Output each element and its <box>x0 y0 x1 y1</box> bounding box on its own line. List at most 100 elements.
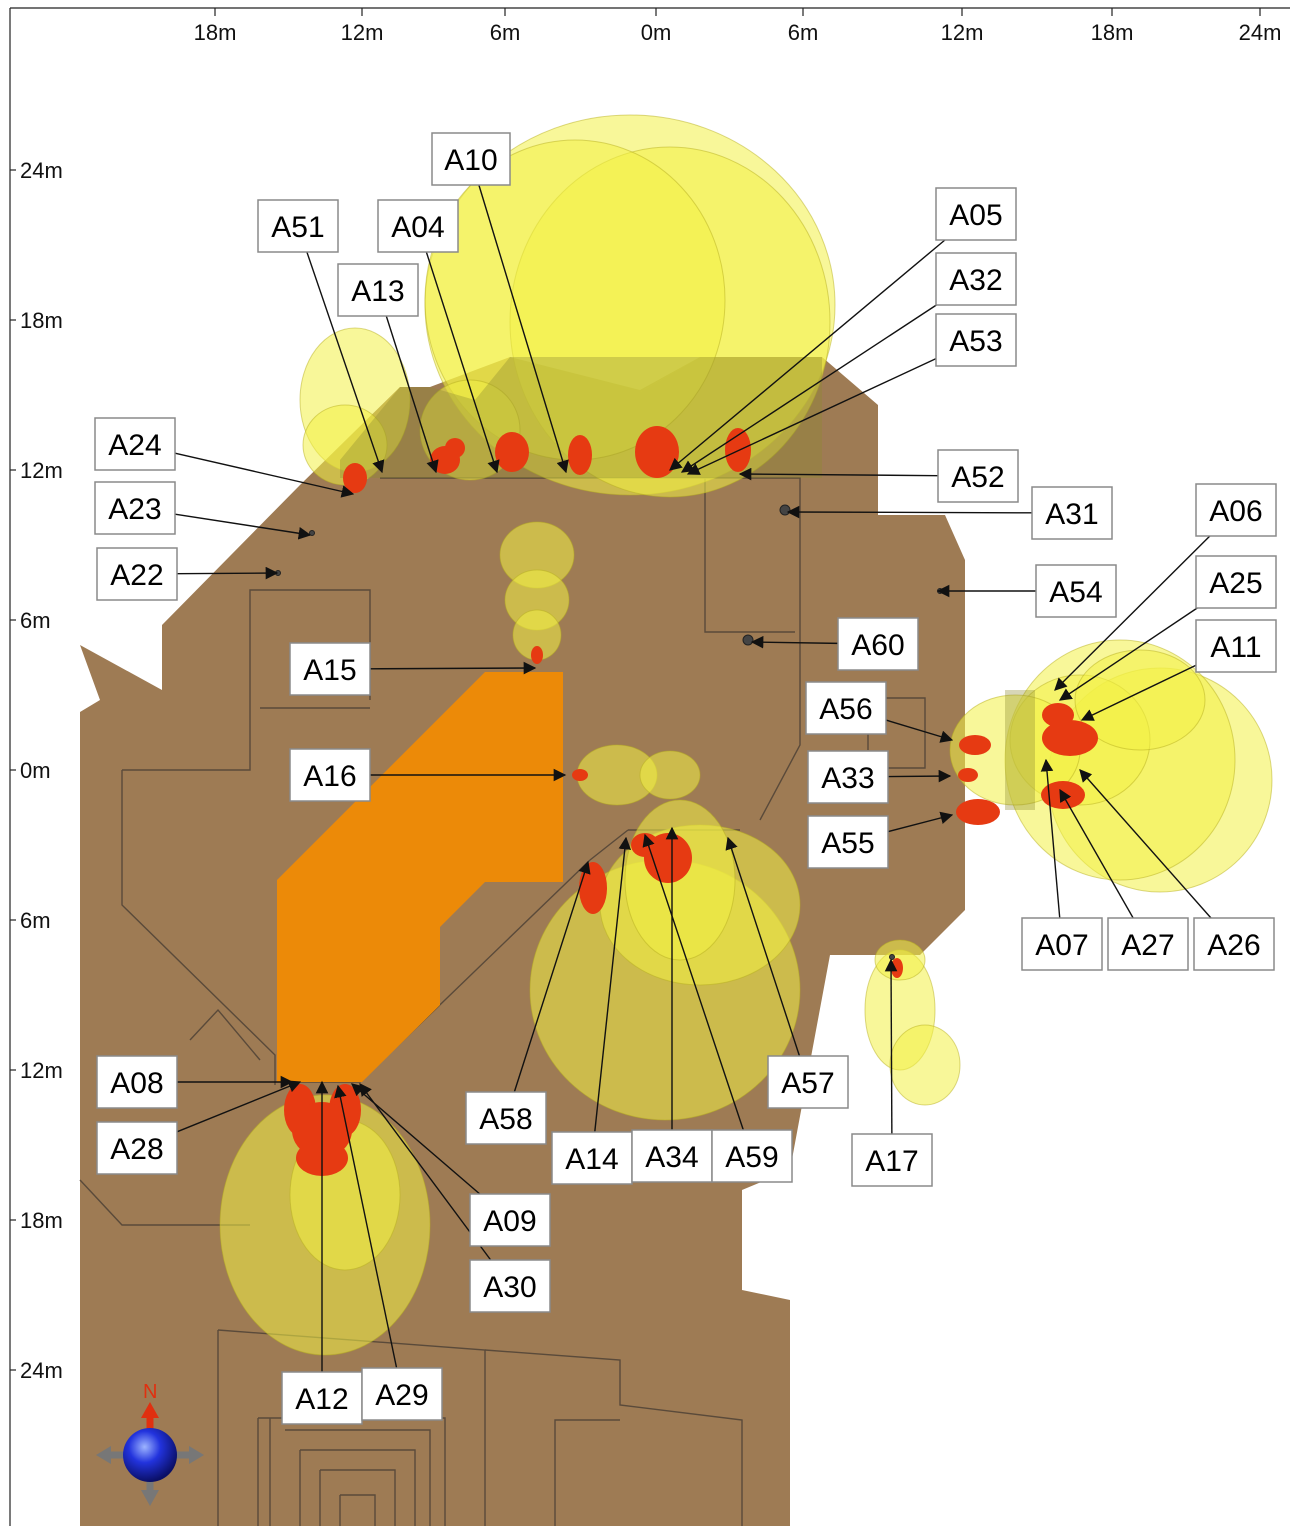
top-axis-tick-label: 12m <box>941 20 984 45</box>
label-text: A57 <box>781 1067 834 1100</box>
label-text: A09 <box>483 1205 536 1238</box>
label-a14: A14 <box>552 1132 632 1184</box>
label-text: A28 <box>110 1133 163 1166</box>
left-axis-tick-label: 6m <box>20 908 51 933</box>
left-axis-tick: 24m <box>10 158 63 183</box>
top-axis-tick-label: 24m <box>1239 20 1282 45</box>
label-a34: A34 <box>632 1130 712 1182</box>
label-text: A60 <box>851 629 904 662</box>
left-axis-tick: 0m <box>10 758 51 783</box>
left-axis-tick-label: 0m <box>20 758 51 783</box>
label-text: A33 <box>821 762 874 795</box>
left-axis-tick-label: 6m <box>20 608 51 633</box>
label-a59: A59 <box>712 1130 792 1182</box>
label-a05: A05 <box>936 188 1016 240</box>
left-axis-tick-label: 24m <box>20 1358 63 1383</box>
label-text: A14 <box>565 1143 618 1176</box>
label-text: A11 <box>1210 631 1261 664</box>
label-a57: A57 <box>768 1056 848 1108</box>
label-text: A22 <box>110 559 163 592</box>
top-axis-tick: 0m <box>641 8 672 45</box>
left-axis-tick: 6m <box>10 608 51 633</box>
label-a12: A12 <box>282 1372 362 1424</box>
label-text: A27 <box>1121 929 1174 962</box>
label-a24: A24 <box>95 418 175 470</box>
label-a51: A51 <box>258 200 338 252</box>
label-text: A54 <box>1049 576 1102 609</box>
label-text: A08 <box>110 1067 163 1100</box>
top-axis-tick: 12m <box>941 8 984 45</box>
left-axis: 24m 18m 12m 6m 0m 6m 12m 18m 24m <box>10 158 63 1383</box>
label-a29: A29 <box>362 1368 442 1420</box>
label-a15: A15 <box>290 643 370 695</box>
label-text: A17 <box>865 1145 918 1178</box>
label-a13: A13 <box>338 264 418 316</box>
label-a58: A58 <box>466 1092 546 1144</box>
label-a17: A17 <box>852 1134 932 1186</box>
label-a25: A25 <box>1196 556 1276 608</box>
label-a06: A06 <box>1196 484 1276 536</box>
top-axis-tick: 18m <box>194 8 237 45</box>
label-a23: A23 <box>95 482 175 534</box>
left-axis-tick: 24m <box>10 1358 63 1383</box>
label-text: A31 <box>1045 498 1098 531</box>
label-text: A15 <box>303 654 356 687</box>
left-axis-tick: 12m <box>10 1058 63 1083</box>
label-text: A06 <box>1209 495 1262 528</box>
label-a54: A54 <box>1036 565 1116 617</box>
left-axis-tick-label: 12m <box>20 1058 63 1083</box>
label-text: A12 <box>295 1383 348 1416</box>
label-a26: A26 <box>1194 918 1274 970</box>
compass-north-label: N <box>143 1381 157 1403</box>
label-text: A16 <box>303 760 356 793</box>
label-text: A51 <box>271 211 324 244</box>
label-text: A53 <box>949 325 1002 358</box>
label-a60: A60 <box>838 618 918 670</box>
label-text: A23 <box>108 493 161 526</box>
top-axis-tick-label: 18m <box>1091 20 1134 45</box>
label-text: A25 <box>1209 567 1262 600</box>
leader-arrow-a31 <box>788 512 1032 513</box>
label-a07: A07 <box>1022 918 1102 970</box>
label-a28: A28 <box>97 1122 177 1174</box>
leader-arrow-a15 <box>370 668 535 669</box>
top-axis-tick: 6m <box>788 8 819 45</box>
label-a53: A53 <box>936 314 1016 366</box>
label-text: A56 <box>819 693 872 726</box>
leader-arrow-a22 <box>177 573 277 574</box>
label-a32: A32 <box>936 253 1016 305</box>
label-a27: A27 <box>1108 918 1188 970</box>
label-text: A32 <box>949 264 1002 297</box>
top-axis-tick: 18m <box>1091 8 1134 45</box>
label-a30: A30 <box>470 1260 550 1312</box>
top-axis-tick-label: 18m <box>194 20 237 45</box>
label-text: A52 <box>951 461 1004 494</box>
label-text: A29 <box>375 1379 428 1412</box>
left-axis-tick: 12m <box>10 458 63 483</box>
left-axis-tick-label: 18m <box>20 1208 63 1233</box>
label-text: A34 <box>645 1141 698 1174</box>
leader-arrow-a33 <box>888 776 950 777</box>
label-text: A58 <box>479 1103 532 1136</box>
left-axis-tick-label: 18m <box>20 308 63 333</box>
label-a56: A56 <box>806 682 886 734</box>
label-a08: A08 <box>97 1056 177 1108</box>
leader-arrow-a17 <box>891 960 892 1134</box>
left-axis-tick-label: 12m <box>20 458 63 483</box>
compass-sphere <box>123 1428 177 1482</box>
label-text: A07 <box>1035 929 1088 962</box>
top-axis-tick: 6m <box>490 8 521 45</box>
label-a11: A11 <box>1196 620 1276 672</box>
top-axis-tick-label: 6m <box>788 20 819 45</box>
top-axis: 18m 12m 6m 0m 6m 12m 18m 24m <box>194 8 1282 45</box>
label-text: A59 <box>725 1141 778 1174</box>
label-a52: A52 <box>938 450 1018 502</box>
top-axis-tick-label: 12m <box>341 20 384 45</box>
label-text: A05 <box>949 199 1002 232</box>
label-a09: A09 <box>470 1194 550 1246</box>
left-axis-tick: 6m <box>10 908 51 933</box>
label-a55: A55 <box>808 816 888 868</box>
top-axis-tick: 24m <box>1239 8 1282 45</box>
label-text: A26 <box>1207 929 1260 962</box>
